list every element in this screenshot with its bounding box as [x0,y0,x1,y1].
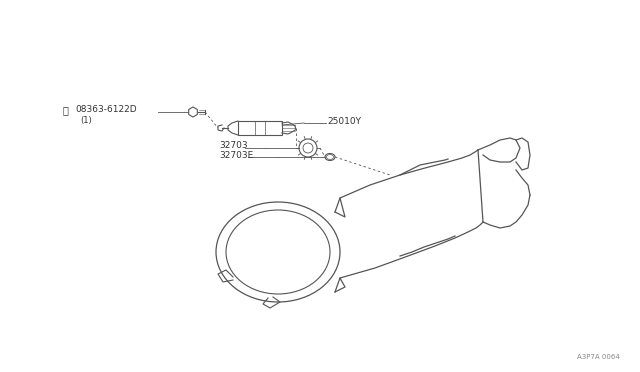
Text: 32703E: 32703E [219,151,253,160]
Text: 32703: 32703 [219,141,248,150]
Text: A3P7A 0064: A3P7A 0064 [577,354,620,360]
Text: (1): (1) [80,115,92,125]
Text: 25010Y: 25010Y [327,116,361,125]
Text: 08363-6122D: 08363-6122D [75,106,136,115]
Text: Ⓢ: Ⓢ [63,105,69,115]
